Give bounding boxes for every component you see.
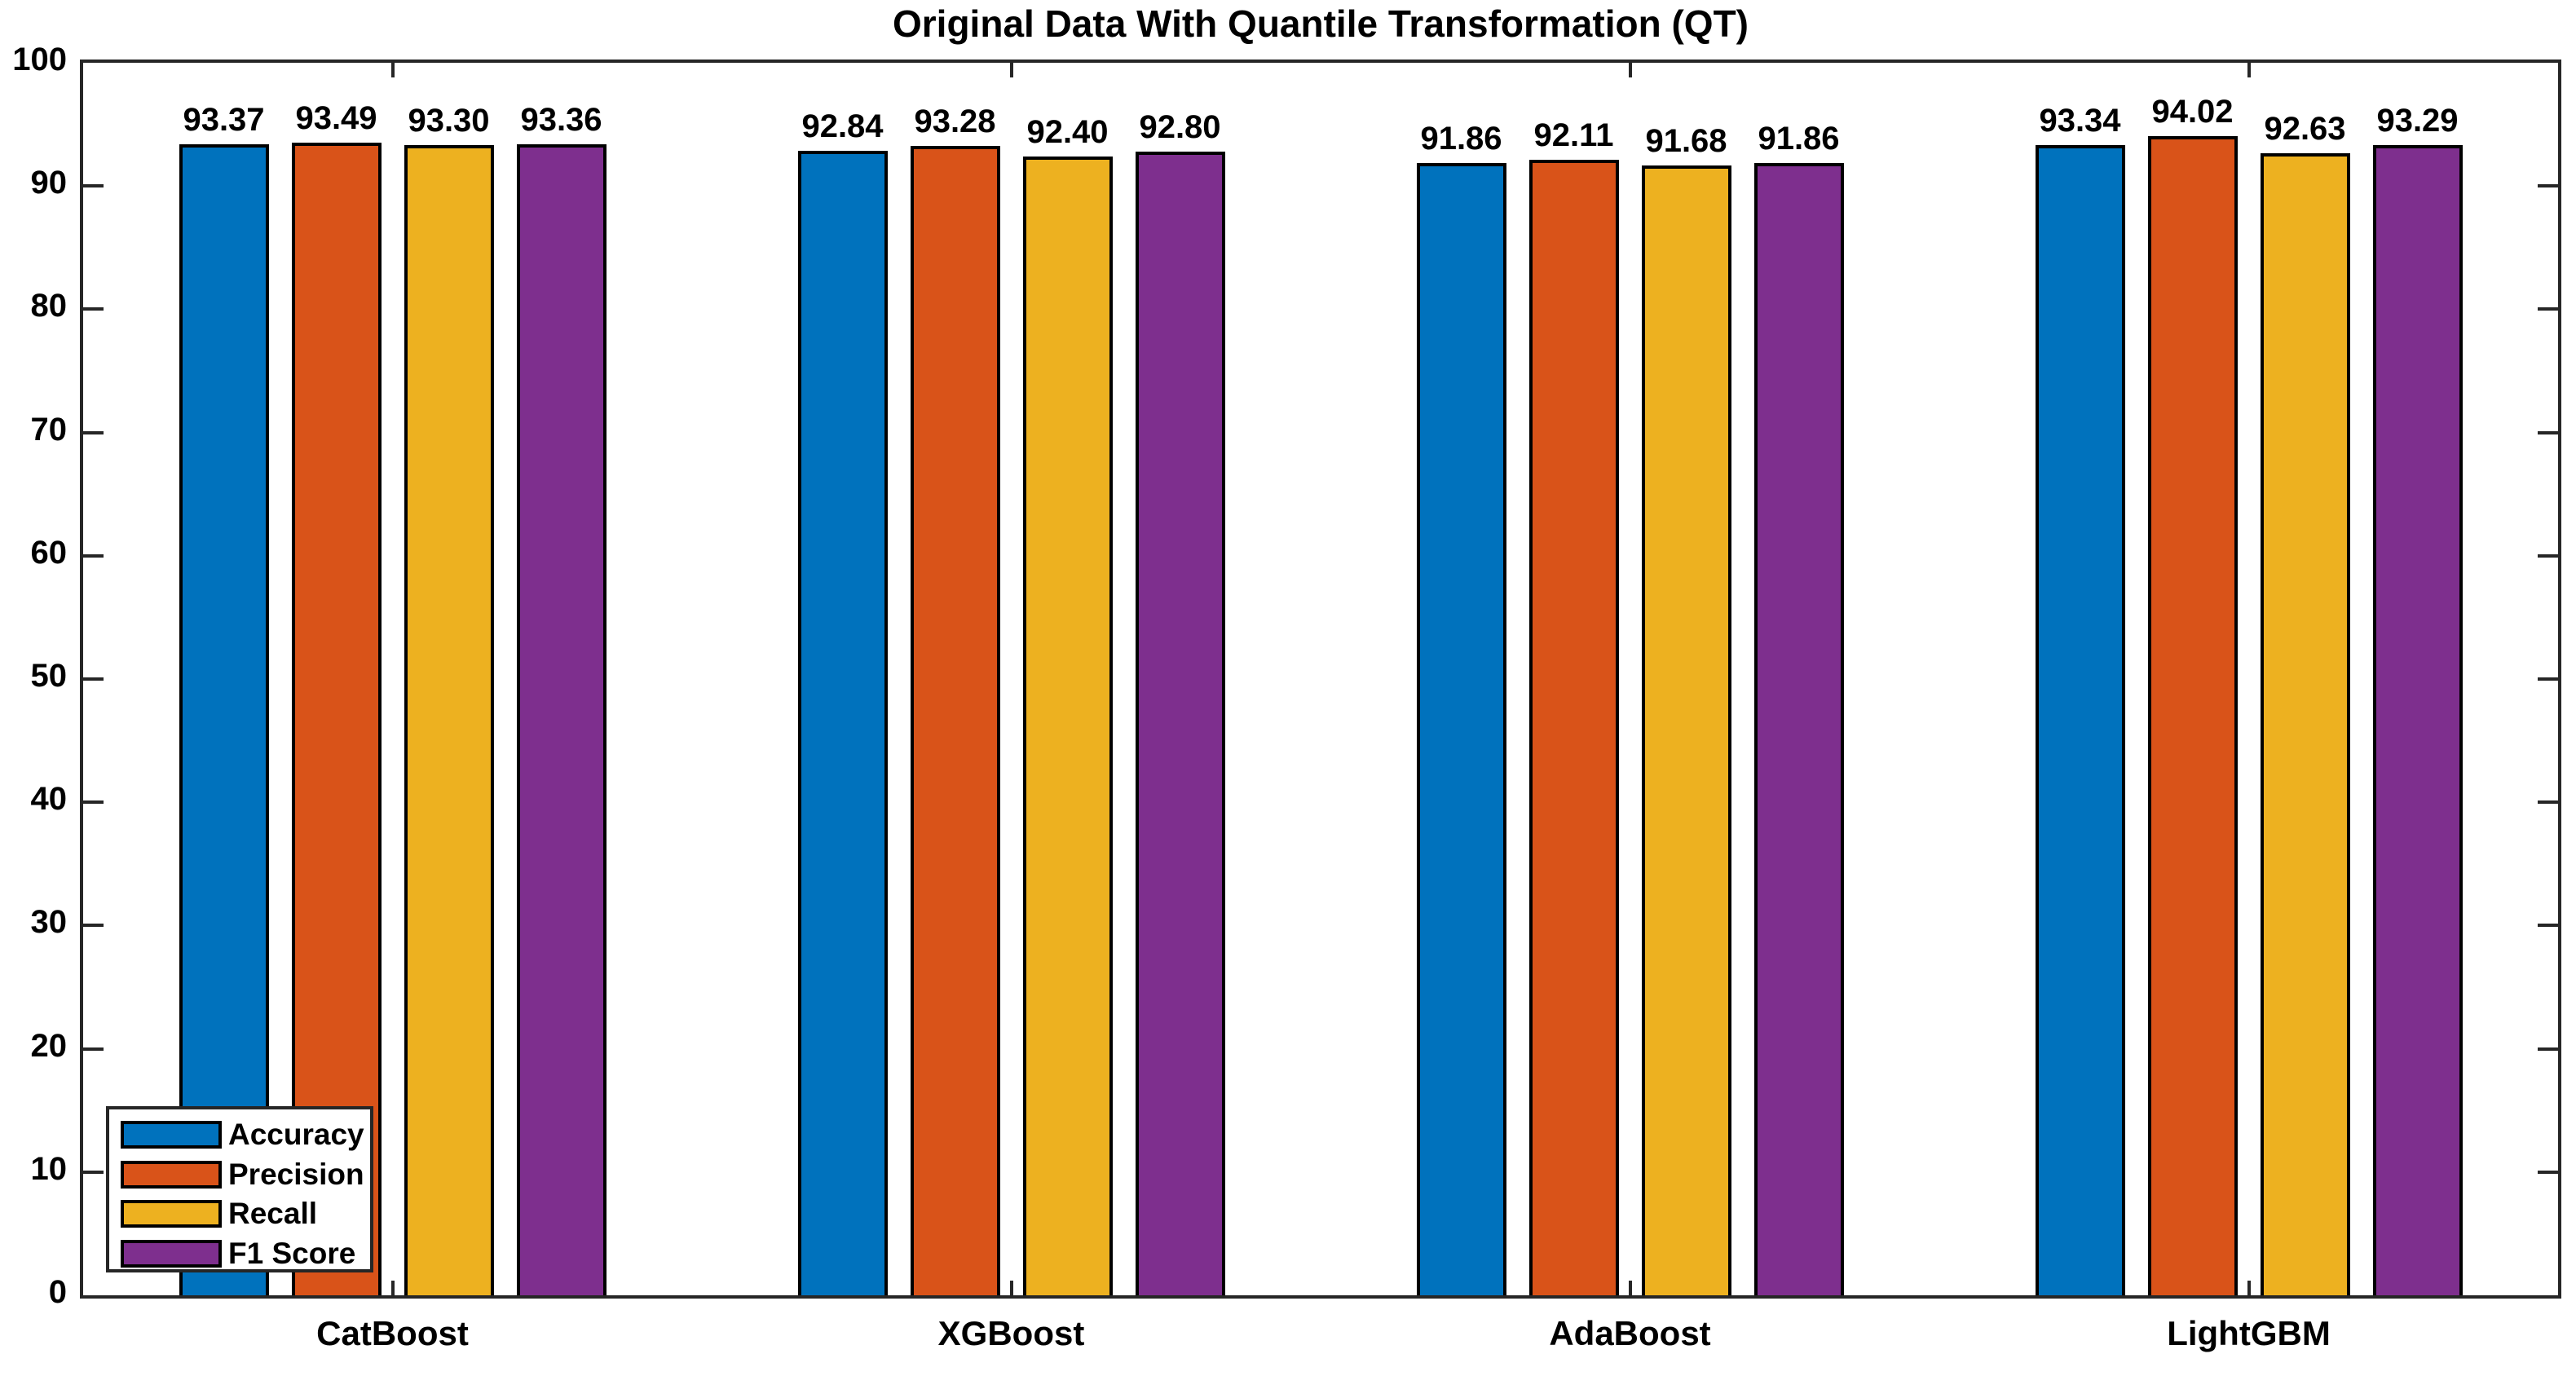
bar-recall-catboost (404, 145, 494, 1295)
bar-recall-adaboost (1641, 165, 1731, 1295)
x-axis-tick-mark-bottom (2247, 1281, 2251, 1295)
y-axis-tick-mark-left (83, 430, 104, 434)
bar-precision-lightgbm (2147, 136, 2238, 1295)
legend-swatch-recall (121, 1200, 222, 1228)
y-axis-tick-mark-right (2538, 677, 2558, 681)
bar-value-label: 91.86 (1420, 121, 1502, 157)
bar-value-label: 93.36 (520, 102, 602, 139)
bar-f1-score-xgboost (1135, 151, 1225, 1295)
x-axis-category-label: CatBoost (316, 1314, 469, 1352)
y-axis-tick-mark-left (83, 184, 104, 188)
legend-label-recall: Recall (228, 1197, 318, 1230)
y-axis-tick-label: 80 (30, 288, 68, 324)
legend-label-precision: Precision (228, 1157, 364, 1191)
y-axis-tick-mark-left (83, 553, 104, 558)
x-axis-tick-mark-top (2247, 63, 2251, 77)
bar-value-label: 93.34 (2039, 102, 2121, 139)
y-axis-tick-mark-right (2538, 800, 2558, 805)
bar-value-label: 91.68 (1645, 122, 1727, 159)
bar-value-label: 93.29 (2376, 103, 2459, 139)
bar-accuracy-catboost (179, 144, 269, 1295)
x-axis-tick-mark-top (390, 63, 395, 77)
y-axis-tick-label: 0 (48, 1274, 67, 1310)
bar-precision-catboost (291, 143, 382, 1295)
y-axis-tick-mark-left (83, 800, 104, 805)
bar-value-label: 93.49 (295, 100, 377, 137)
y-axis-tick-mark-left (83, 1047, 104, 1051)
bar-value-label: 92.80 (1139, 108, 1221, 145)
y-axis-tick-label: 100 (12, 42, 67, 77)
y-axis-tick-mark-right (2538, 1047, 2558, 1051)
bar-recall-lightgbm (2260, 153, 2350, 1295)
x-axis-tick-mark-top (1009, 63, 1013, 77)
y-axis-tick-label: 10 (30, 1150, 68, 1187)
y-axis-tick-mark-left (83, 924, 104, 928)
y-axis-tick-mark-right (2538, 307, 2558, 311)
y-axis-tick-label: 30 (30, 904, 68, 941)
bar-value-label: 93.28 (914, 103, 996, 139)
bar-value-label: 93.30 (408, 103, 490, 139)
legend-swatch-precision (121, 1160, 222, 1189)
x-axis-category-label: XGBoost (937, 1314, 1085, 1352)
x-axis-tick-mark-bottom (1628, 1281, 1632, 1295)
chart-title: Original Data With Quantile Transformati… (893, 2, 1749, 45)
y-axis-tick-mark-right (2538, 553, 2558, 558)
x-axis-category-label: AdaBoost (1549, 1314, 1711, 1352)
y-axis-tick-label: 90 (30, 165, 68, 201)
y-axis-tick-mark-right (2538, 430, 2558, 434)
bar-f1-score-adaboost (1753, 163, 1844, 1295)
bar-accuracy-adaboost (1416, 163, 1506, 1295)
x-axis-tick-mark-bottom (1009, 1281, 1013, 1295)
bar-value-label: 92.11 (1533, 117, 1614, 154)
bar-value-label: 93.37 (183, 102, 265, 139)
legend: Accuracy Precision Recall F1 Score (106, 1106, 373, 1272)
y-axis-tick-label: 60 (30, 534, 68, 571)
y-axis-tick-mark-left (83, 1170, 104, 1174)
bar-f1-score-lightgbm (2372, 145, 2463, 1295)
y-axis-tick-label: 20 (30, 1027, 68, 1064)
y-axis-tick-mark-left (83, 677, 104, 681)
x-axis-category-label: LightGBM (2167, 1314, 2331, 1352)
bar-precision-xgboost (910, 145, 1000, 1295)
bar-value-label: 91.86 (1758, 121, 1840, 157)
bar-recall-xgboost (1022, 156, 1113, 1295)
bar-value-label: 94.02 (2151, 94, 2234, 130)
legend-label-f1-score: F1 Score (228, 1236, 356, 1270)
bar-precision-adaboost (1528, 160, 1619, 1295)
x-axis-tick-mark-bottom (390, 1281, 395, 1295)
y-axis-tick-mark-right (2538, 184, 2558, 188)
bar-accuracy-xgboost (797, 151, 888, 1295)
bar-value-label: 92.40 (1026, 113, 1109, 150)
bar-value-label: 92.84 (801, 108, 884, 145)
plot-area: 93.37 93.49 93.30 93.36 92.84 93.28 92.40 92.80… (80, 60, 2561, 1299)
bar-value-label: 92.63 (2264, 111, 2346, 148)
legend-swatch-f1-score (121, 1239, 222, 1268)
y-axis-tick-label: 70 (30, 411, 68, 448)
y-axis-tick-label: 50 (30, 658, 68, 694)
y-axis-tick-label: 40 (30, 781, 68, 818)
y-axis-tick-mark-right (2538, 924, 2558, 928)
legend-label-accuracy: Accuracy (228, 1118, 364, 1151)
y-axis-tick-mark-left (83, 307, 104, 311)
y-axis-tick-mark-right (2538, 1170, 2558, 1174)
bar-accuracy-lightgbm (2035, 144, 2125, 1295)
bar-f1-score-catboost (516, 144, 607, 1295)
x-axis-tick-mark-top (1628, 63, 1632, 77)
legend-swatch-accuracy (121, 1121, 222, 1149)
